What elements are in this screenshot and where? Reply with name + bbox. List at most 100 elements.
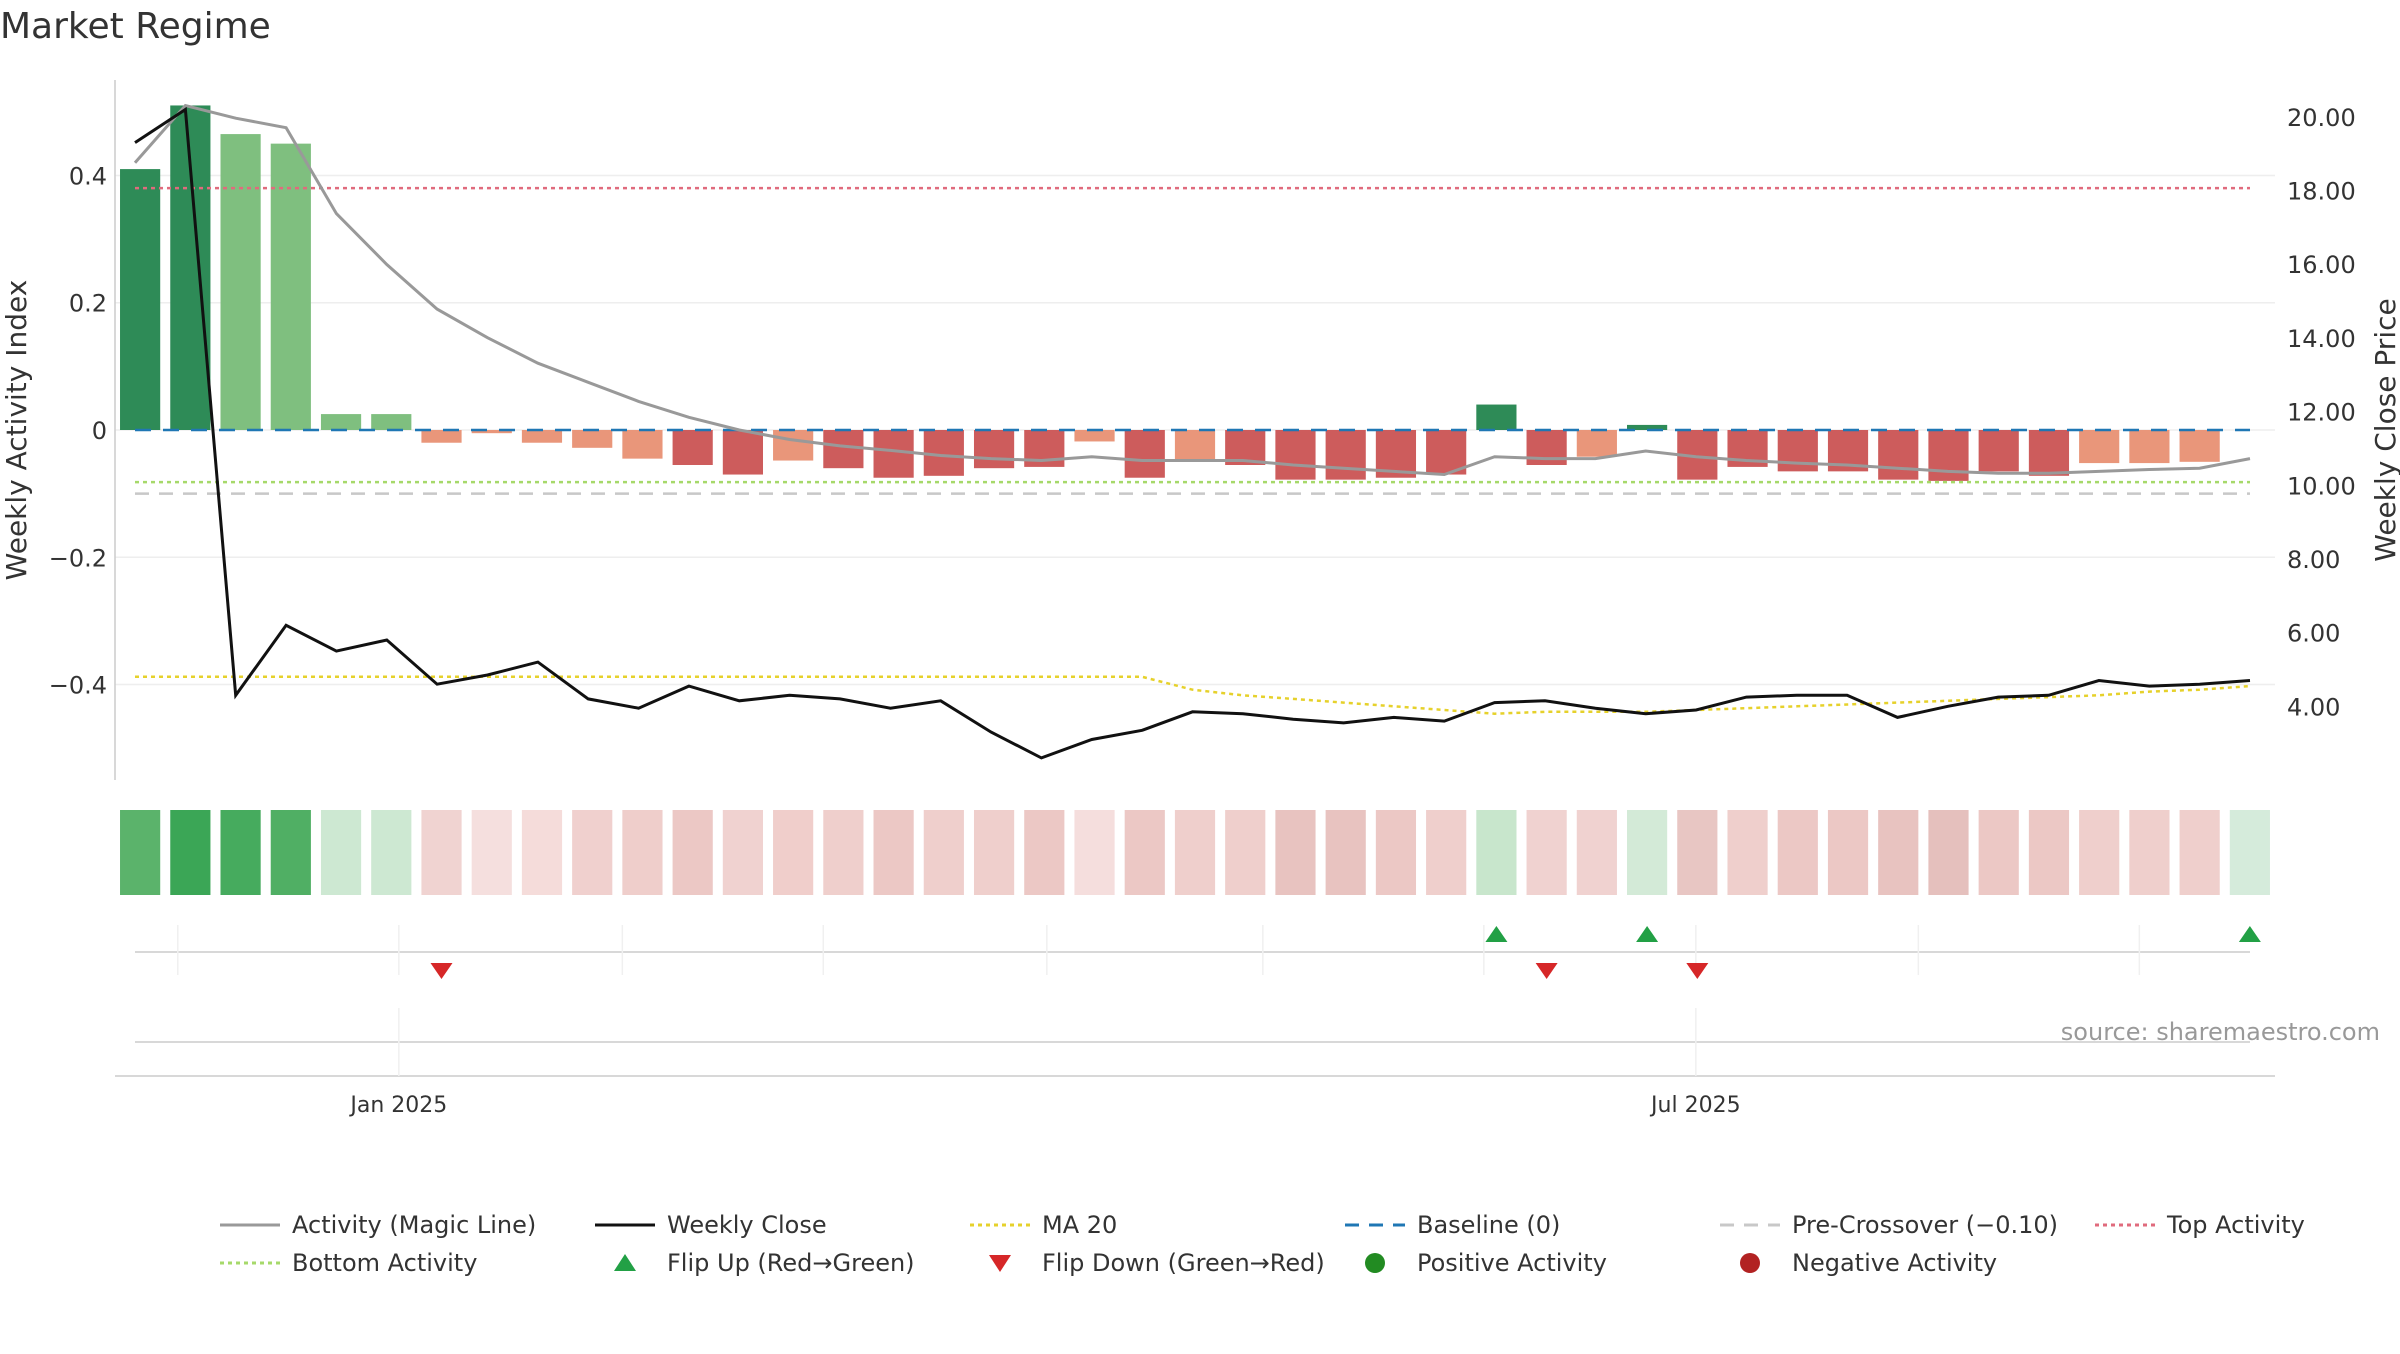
activity-bar — [120, 169, 161, 430]
heat-cell — [2079, 810, 2120, 895]
y-right-tick-label: 16.00 — [2287, 251, 2356, 279]
x-axis-ticks: Jan 2025 Jul 2025 — [348, 1008, 1741, 1118]
activity-bar — [371, 414, 412, 430]
y-axis-right-label: Weekly Close Price — [2369, 298, 2400, 561]
activity-bar — [320, 414, 362, 430]
activity-bar — [1124, 430, 1165, 478]
activity-bar — [1074, 430, 1115, 442]
flip-markers-panel — [135, 925, 2261, 979]
activity-bar — [471, 430, 512, 434]
heat-cell — [1627, 810, 1668, 895]
y-left-tick-label: 0.4 — [69, 162, 107, 190]
x-tick-label: Jul 2025 — [1649, 1093, 1741, 1118]
legend: Activity (Magic Line) Weekly Close MA 20 Ba… — [220, 1211, 2305, 1277]
activity-bar — [1476, 404, 1517, 430]
activity-bar — [220, 134, 261, 430]
heat-cell — [1978, 810, 2019, 895]
y-right-tick-label: 14.00 — [2287, 325, 2356, 353]
x-tick-label: Jan 2025 — [348, 1093, 447, 1118]
legend-label: Flip Up (Red→Green) — [667, 1249, 915, 1277]
ma20-line — [135, 675, 2251, 715]
heat-cell — [270, 810, 311, 895]
activity-bar — [622, 430, 663, 459]
y-right-tick-label: 10.00 — [2287, 472, 2356, 500]
heat-cell — [170, 810, 211, 895]
heat-cell — [1727, 810, 1768, 895]
flip-down-marker — [430, 963, 453, 979]
heat-strip — [120, 810, 2270, 895]
heat-cell — [622, 810, 663, 895]
heat-cell — [1225, 810, 1266, 895]
activity-bar — [1576, 430, 1617, 457]
activity-bar — [973, 430, 1015, 469]
y-right-tick-label: 12.00 — [2287, 399, 2356, 427]
heat-cell — [521, 810, 563, 895]
bottom-panel — [115, 1041, 2275, 1077]
activity-bar — [421, 430, 462, 443]
heat-cell — [2028, 810, 2070, 895]
activity-bar — [923, 430, 964, 476]
heat-cell — [1124, 810, 1165, 895]
y-left-tick-label: 0 — [92, 417, 107, 445]
chart-title: Market Regime — [0, 6, 271, 47]
y-right-tick-label: 18.00 — [2287, 178, 2356, 206]
weekly-close-line — [134, 106, 2251, 760]
flip-up-marker — [1485, 926, 1508, 942]
heat-cell — [2179, 810, 2220, 895]
y-axis-left-label: Weekly Activity Index — [0, 280, 33, 581]
legend-swatch — [1365, 1253, 1385, 1273]
heat-cell — [1074, 810, 1115, 895]
source-label: source: sharemaestro.com — [2061, 1018, 2380, 1046]
activity-bar — [672, 430, 713, 465]
activity-bar — [2028, 430, 2070, 476]
heat-cell — [320, 810, 362, 895]
y-right-tick-label: 6.00 — [2287, 620, 2340, 648]
legend-swatch — [989, 1255, 1011, 1272]
heat-cell — [421, 810, 462, 895]
heat-cell — [1878, 810, 1919, 895]
activity-bar — [521, 430, 563, 443]
heat-cell — [722, 810, 763, 895]
flip-down-marker — [1535, 963, 1558, 979]
y-right-tick-label: 8.00 — [2287, 546, 2340, 574]
heat-cell — [1275, 810, 1316, 895]
legend-label: Flip Down (Green→Red) — [1042, 1249, 1325, 1277]
reference-lines — [135, 186, 2250, 495]
heat-cell — [823, 810, 864, 895]
activity-bar — [270, 143, 311, 431]
heat-cell — [873, 810, 914, 895]
heat-cell — [572, 810, 613, 895]
heat-cell — [371, 810, 412, 895]
legend-label: Pre-Crossover (−0.10) — [1792, 1211, 2058, 1239]
y-right-tick-label: 4.00 — [2287, 693, 2340, 721]
legend-label: Negative Activity — [1792, 1249, 1997, 1277]
flip-up-marker — [1636, 926, 1659, 942]
y-left-tick-label: −0.2 — [49, 544, 107, 572]
legend-swatch — [1740, 1253, 1760, 1273]
legend-label: Positive Activity — [1417, 1249, 1607, 1277]
heat-cell — [1375, 810, 1417, 895]
activity-bar — [1325, 430, 1366, 480]
heat-cell — [220, 810, 261, 895]
activity-bar — [2179, 430, 2220, 462]
flip-down-marker — [1686, 963, 1709, 979]
heat-cell — [973, 810, 1015, 895]
y-left-tick-label: 0.2 — [69, 290, 107, 318]
activity-bar — [1426, 430, 1467, 475]
legend-label: Weekly Close — [667, 1211, 827, 1239]
legend-label: Activity (Magic Line) — [292, 1211, 536, 1239]
y-right-tick-label: 20.00 — [2287, 104, 2356, 132]
heat-cell — [2129, 810, 2170, 895]
heat-cell — [1325, 810, 1366, 895]
axes: 0.4 0.2 0 −0.2 −0.4 20.00 18.00 16.00 14.00 12.00… — [49, 80, 2356, 780]
series-lines — [133, 103, 2251, 760]
legend-label: Bottom Activity — [292, 1249, 477, 1277]
y-left-tick-label: −0.4 — [49, 672, 107, 700]
heat-cell — [2229, 810, 2270, 895]
heat-cell — [923, 810, 964, 895]
activity-bar — [2079, 430, 2120, 464]
activity-bar — [823, 430, 864, 469]
legend-label: Baseline (0) — [1417, 1211, 1560, 1239]
legend-label: MA 20 — [1042, 1211, 1117, 1239]
